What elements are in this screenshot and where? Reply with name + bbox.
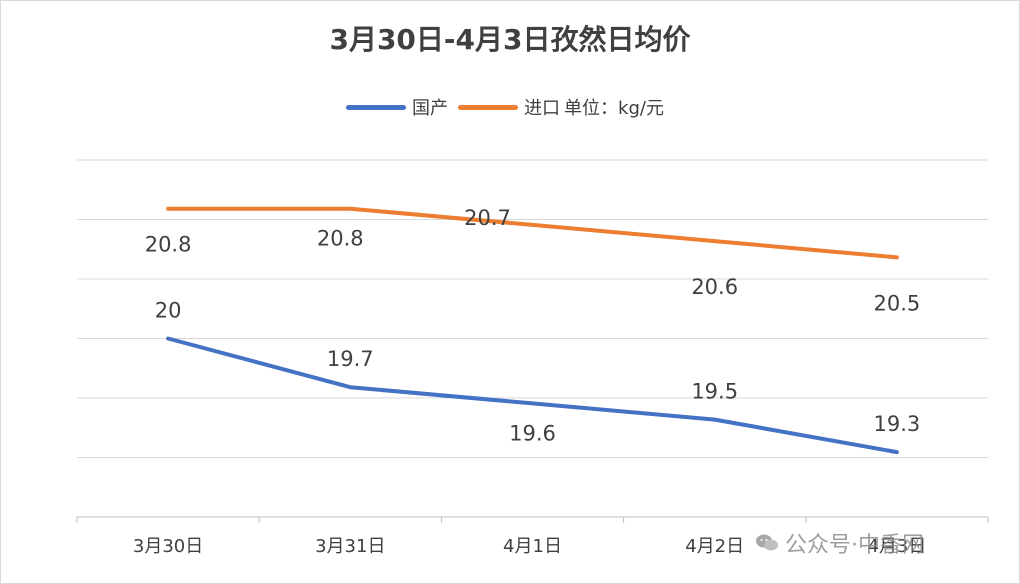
- data-labels: 20 19.7 19.6 19.5 19.3 20.8 20.8 20.7 20.6 20.5: [145, 206, 921, 446]
- legend-swatch-imported: [458, 104, 519, 110]
- data-label: 19.7: [327, 347, 374, 371]
- x-axis: [76, 516, 989, 523]
- data-label: 19.5: [691, 380, 738, 404]
- data-label: 20.8: [317, 227, 364, 251]
- legend-label-imported: 进口: [524, 98, 561, 119]
- data-label: 20.5: [874, 291, 921, 315]
- wechat-icon: [756, 534, 778, 551]
- x-tick-labels: 3月30日 3月31日 4月1日 4月2日 4月3日: [133, 536, 926, 557]
- legend-item-domestic: 国产: [346, 94, 448, 120]
- legend-swatch-domestic: [346, 104, 407, 110]
- chart-title: 3月30日-4月3日孜然日均价: [329, 23, 691, 56]
- legend-label-domestic: 国产: [412, 98, 449, 119]
- x-tick-label: 4月1日: [503, 536, 562, 557]
- x-tick-label: 3月30日: [133, 536, 203, 557]
- data-label: 20.8: [145, 233, 192, 257]
- data-label: 20: [155, 299, 182, 323]
- x-tick-label: 4月2日: [685, 536, 744, 557]
- watermark-text: 公众号·中香网: [785, 533, 924, 558]
- series-lines: [166, 206, 899, 455]
- x-tick-label: 3月31日: [315, 536, 385, 557]
- gridlines: [77, 159, 988, 458]
- data-label: 19.3: [874, 412, 921, 436]
- data-label: 19.6: [509, 421, 556, 445]
- legend-item-imported: 进口 单位：kg/元: [458, 94, 664, 120]
- series-line-domestic: [166, 336, 899, 455]
- legend-unit-note: 单位：kg/元: [564, 98, 664, 119]
- x-tick-label: 4月3日: [867, 536, 926, 557]
- data-label: 20.6: [691, 275, 738, 299]
- data-label: 20.7: [464, 206, 511, 230]
- series-line-imported: [166, 206, 899, 260]
- watermark: 公众号·中香网: [755, 528, 924, 558]
- legend: 国产 进口 单位：kg/元: [0, 92, 1020, 122]
